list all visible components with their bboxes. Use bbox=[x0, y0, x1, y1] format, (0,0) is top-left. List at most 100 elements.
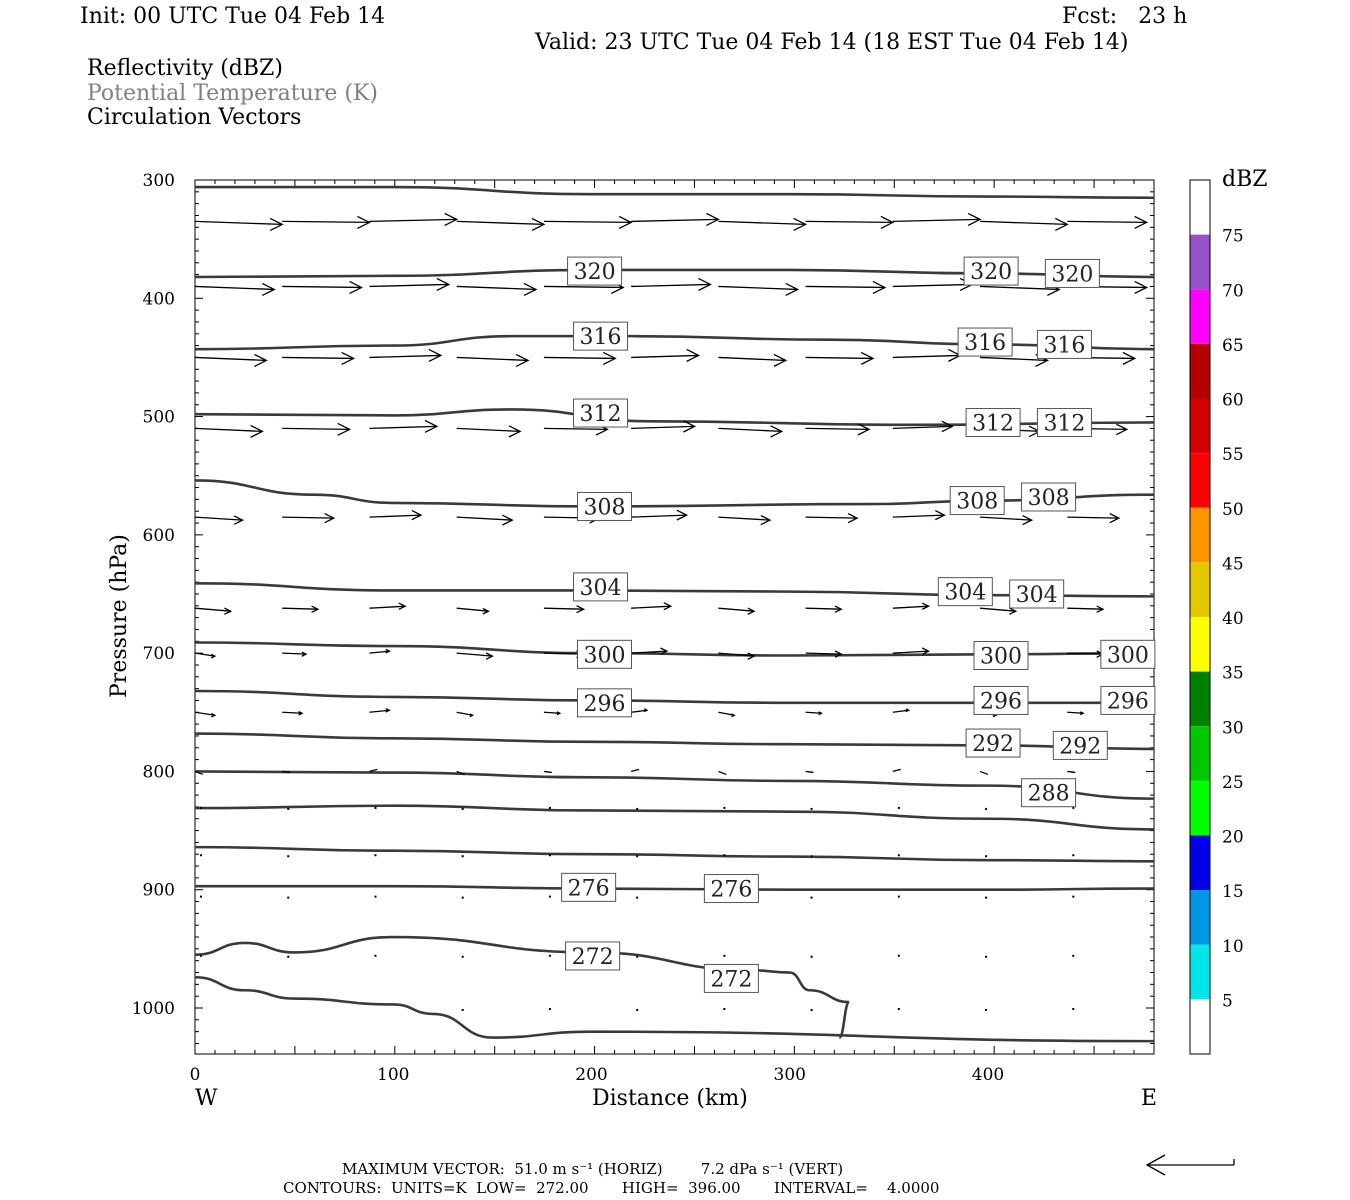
contour-label: 300 bbox=[584, 643, 626, 668]
vector-head bbox=[872, 280, 887, 295]
contour-label-box bbox=[577, 491, 632, 521]
circulation-vector bbox=[282, 652, 307, 655]
vector-head bbox=[424, 419, 439, 433]
vector-head bbox=[1080, 711, 1085, 716]
circulation-vector bbox=[805, 652, 842, 655]
footer-contours: CONTOURS: UNITS=K LOW= 272.00 HIGH= 396.… bbox=[283, 1179, 940, 1197]
vector-head bbox=[357, 215, 371, 229]
vector-head bbox=[905, 708, 911, 713]
colorbar-segment bbox=[1190, 398, 1210, 454]
circulation-vector bbox=[980, 220, 1068, 226]
isentrope-line bbox=[194, 845, 1155, 863]
field-potential-temperature: Potential Temperature (K) bbox=[87, 81, 378, 106]
contour-label: 312 bbox=[580, 402, 622, 427]
circulation-vector bbox=[543, 427, 608, 431]
circulation-vector bbox=[282, 770, 291, 774]
vector-dot bbox=[461, 955, 464, 958]
vector-dot bbox=[636, 1009, 639, 1011]
contour-label: 316 bbox=[580, 325, 622, 350]
circulation-vector bbox=[805, 356, 874, 360]
vector-head bbox=[1109, 512, 1121, 524]
vector-dot bbox=[461, 807, 464, 810]
contour-label-box bbox=[561, 872, 617, 902]
circulation-vector bbox=[892, 709, 909, 713]
contour-label: 304 bbox=[944, 581, 986, 606]
circulation-vector bbox=[456, 356, 529, 362]
vector-dot bbox=[723, 806, 726, 809]
colorbar-tick-label: 55 bbox=[1222, 445, 1244, 465]
colorbar-segment bbox=[1190, 562, 1210, 617]
vector-head bbox=[385, 707, 391, 713]
contour-label-box bbox=[957, 327, 1013, 357]
y-tick-label: 1000 bbox=[132, 999, 175, 1019]
colorbar-segment bbox=[1190, 343, 1210, 399]
circulation-vector bbox=[543, 711, 560, 714]
circulation-vector bbox=[194, 770, 204, 776]
contour-label-box bbox=[965, 407, 1021, 437]
circulation-vector bbox=[1067, 652, 1104, 655]
circulation-vector bbox=[194, 607, 231, 612]
vector-head bbox=[602, 351, 617, 366]
circulation-vector bbox=[282, 285, 362, 289]
contour-label: 316 bbox=[964, 331, 1006, 356]
vector-head bbox=[618, 215, 633, 229]
vector-dot bbox=[287, 855, 290, 858]
circulation-vector bbox=[805, 516, 858, 519]
contour-label-box bbox=[573, 572, 629, 602]
colorbar-tick-label: 15 bbox=[1222, 882, 1244, 902]
colorbar-frame bbox=[1189, 179, 1211, 1055]
vector-dot bbox=[1072, 954, 1075, 957]
contour-label: 276 bbox=[568, 876, 610, 901]
circulation-vector bbox=[892, 354, 961, 359]
x-tick-label: 200 bbox=[575, 1065, 607, 1085]
vector-dot bbox=[461, 896, 464, 899]
contour-label: 272 bbox=[572, 945, 614, 970]
vector-dot bbox=[897, 1008, 900, 1010]
circulation-vector bbox=[631, 425, 695, 430]
vector-head bbox=[818, 711, 823, 716]
circulation-vector bbox=[369, 709, 390, 713]
contour-label: 312 bbox=[1043, 411, 1085, 436]
vector-head bbox=[1009, 607, 1018, 615]
circulation-vector bbox=[194, 356, 267, 362]
vector-head bbox=[349, 280, 363, 295]
vector-head bbox=[1134, 280, 1149, 295]
contour-label: 308 bbox=[1028, 486, 1070, 511]
vector-head bbox=[515, 353, 530, 368]
contour-label: 296 bbox=[980, 689, 1022, 714]
contour-label-box bbox=[577, 688, 632, 718]
contour-label: 308 bbox=[584, 495, 626, 520]
x-tick-label: 0 bbox=[190, 1065, 201, 1085]
vector-dot bbox=[374, 854, 377, 857]
vector-head bbox=[482, 607, 490, 615]
circulation-vector bbox=[631, 514, 687, 518]
circulation-vector bbox=[456, 607, 489, 612]
vector-head bbox=[224, 607, 233, 615]
circulation-vector bbox=[1067, 607, 1104, 610]
circulation-vector bbox=[718, 770, 727, 776]
vector-dot bbox=[810, 955, 813, 958]
circulation-vector bbox=[369, 425, 437, 430]
contour-label: 312 bbox=[972, 411, 1014, 436]
reference-vector-head bbox=[1145, 1154, 1166, 1176]
circulation-vector bbox=[718, 356, 786, 362]
vector-dot bbox=[200, 954, 202, 957]
circulation-vector bbox=[369, 218, 457, 223]
vector-head bbox=[941, 420, 954, 433]
forecast-hour: Fcst: 23 h bbox=[1062, 4, 1188, 29]
colorbar-tick-label: 70 bbox=[1222, 281, 1244, 301]
vector-head bbox=[660, 647, 669, 655]
vector-head bbox=[485, 652, 494, 660]
colorbar-segment bbox=[1190, 671, 1210, 727]
vector-dot bbox=[723, 1008, 726, 1010]
vector-dot bbox=[374, 954, 377, 957]
circulation-vector bbox=[282, 607, 318, 610]
circulation-vector bbox=[892, 768, 901, 773]
vector-head bbox=[254, 353, 268, 368]
circulation-vector bbox=[718, 516, 770, 521]
vector-head bbox=[1122, 351, 1137, 365]
colorbar-segment bbox=[1190, 780, 1210, 836]
vector-dot bbox=[287, 955, 290, 958]
vector-dot bbox=[985, 807, 988, 810]
vector-dot bbox=[636, 896, 639, 899]
